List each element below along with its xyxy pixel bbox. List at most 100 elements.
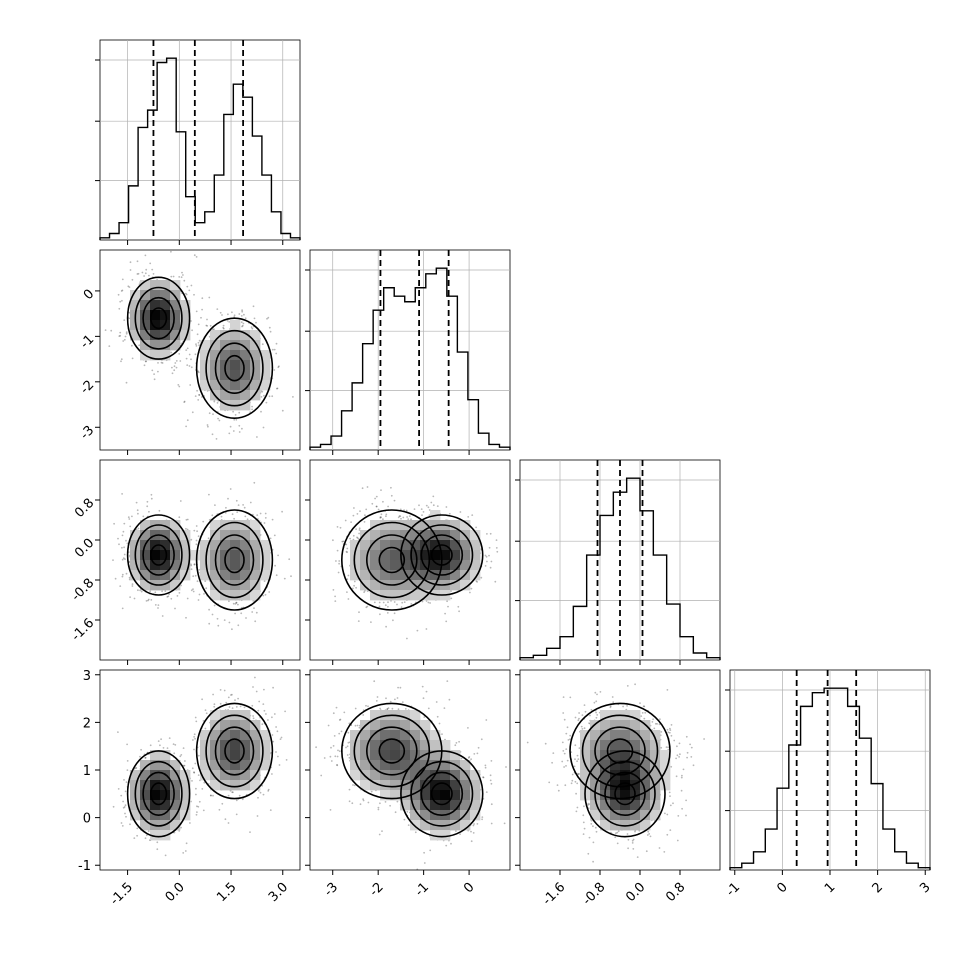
point [128,518,131,520]
point [201,698,204,701]
point [422,697,425,700]
density-cell [240,570,251,581]
point [475,580,478,582]
point [263,709,266,712]
density-cell [200,740,211,751]
point [234,603,237,605]
point [204,727,207,730]
point [211,613,214,616]
point [157,370,159,373]
point [197,535,200,538]
point [212,693,215,696]
density-cell [200,360,211,371]
density-cell [170,330,181,341]
point [125,381,128,384]
point [269,537,272,540]
density-cell [160,300,171,311]
point [157,604,160,606]
density-cell [450,540,461,551]
density-cell [430,570,441,581]
point [290,575,292,578]
point [240,321,243,324]
point [131,583,134,585]
point [243,313,245,316]
density-cell [220,760,231,771]
point [274,564,276,567]
density-cell [250,330,261,341]
density-cell [170,520,181,531]
point [139,755,141,758]
density-cell [220,710,231,721]
density-cell [400,570,411,581]
contour-2-1 [378,546,406,574]
point [206,424,209,426]
point [113,522,115,525]
density-cell [180,330,191,341]
density-cell [380,560,391,571]
point [252,686,254,688]
point [421,514,423,517]
point [120,794,123,797]
density-cell [260,550,271,561]
point [193,733,196,736]
density-cell [180,560,191,571]
density-cell [240,530,251,541]
point [390,600,392,602]
contour-1-2 [142,771,175,816]
point [126,769,129,771]
point [267,316,270,319]
point [194,353,197,356]
point [133,837,136,839]
contour-2-3 [205,714,264,788]
point [387,605,389,608]
density-cell [180,550,191,561]
density-cell [160,530,171,541]
point [259,512,262,515]
density-cell [180,310,191,321]
density-cell [360,570,371,581]
point [201,788,204,790]
density-cell [420,540,431,551]
point [202,520,205,523]
point [174,607,176,610]
point [235,499,238,502]
point [124,804,127,807]
density-cell [370,550,381,561]
point [427,506,430,509]
point [198,394,201,396]
point [363,521,366,523]
point [175,360,178,362]
point [144,756,147,759]
density-cell [160,810,171,821]
point [131,585,134,587]
point [239,705,242,708]
panel-frame-1-2 [99,249,301,451]
point [436,505,439,507]
point [212,413,214,416]
point [399,515,402,517]
point [429,602,431,604]
density-cell [140,520,151,531]
density-cell [220,380,231,391]
point [382,601,385,604]
point [131,278,134,281]
point [488,546,491,549]
contour-1-4 [126,514,191,596]
point [179,360,182,362]
density-cell [210,780,221,791]
point [208,622,211,625]
point [157,607,159,609]
point [198,344,201,347]
point [400,517,402,520]
point [231,311,233,314]
density-cell [140,280,151,291]
point [265,401,268,404]
point [231,628,233,631]
density-cell [180,790,191,801]
density-cell [420,520,431,531]
point [232,410,235,413]
point [121,278,124,281]
density-cell [240,760,251,771]
point [263,580,266,582]
density-cell [140,320,151,331]
